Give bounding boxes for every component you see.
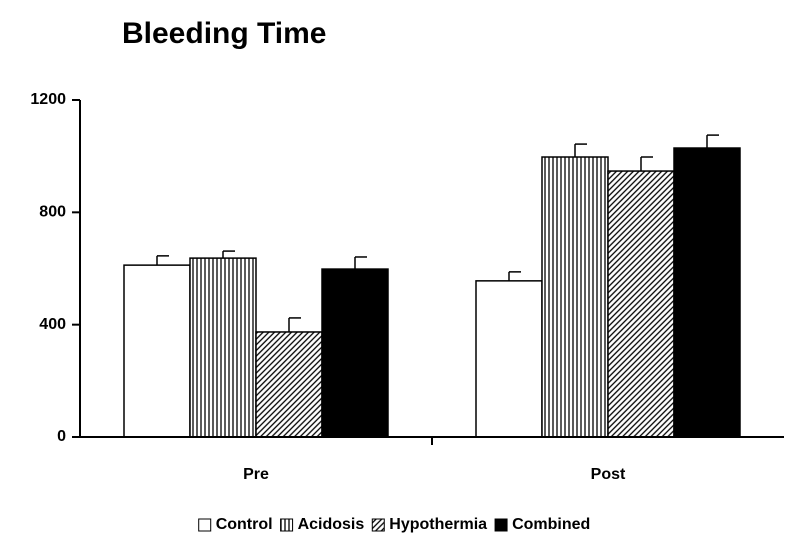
legend-swatch [494,518,508,532]
bar [607,170,675,438]
legend-label: Hypothermia [389,516,487,533]
bar [475,280,543,438]
x-tick-label: Post [591,466,626,483]
x-tick-label: Pre [243,466,269,483]
bar [673,147,741,438]
y-tick-label: 800 [39,204,66,221]
chart-title: Bleeding Time [122,17,327,50]
legend-swatch [371,518,385,532]
bar [541,156,609,438]
legend-label: Combined [512,516,590,533]
bar [189,257,257,438]
bar [321,268,389,438]
bar [123,264,191,438]
y-tick-label: 0 [57,428,66,445]
y-tick-label: 400 [39,316,66,333]
y-tick-label: 1200 [30,91,66,108]
legend-label: Control [216,516,273,533]
legend-label: Acidosis [298,516,365,533]
legend-swatch [198,518,212,532]
legend-swatch [280,518,294,532]
bar [255,331,323,438]
